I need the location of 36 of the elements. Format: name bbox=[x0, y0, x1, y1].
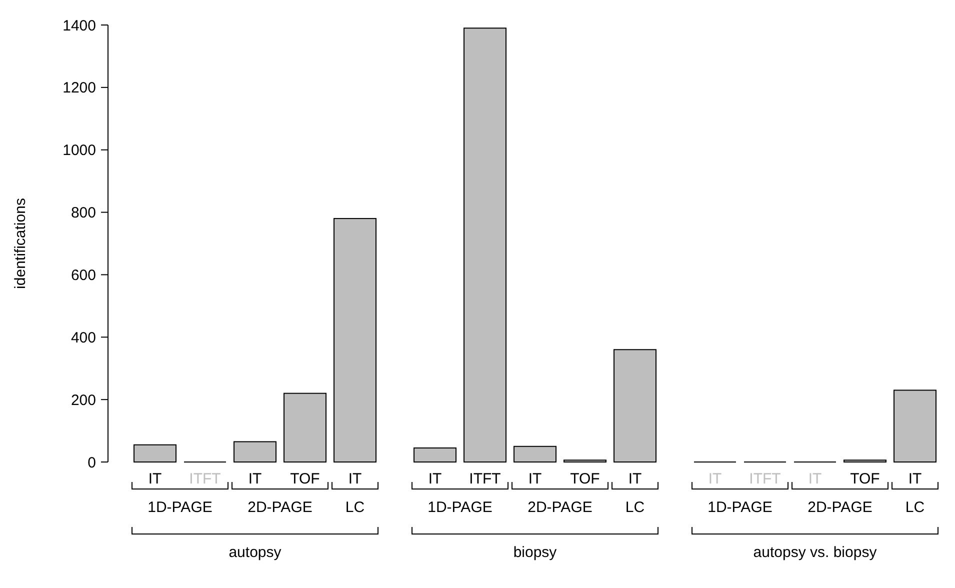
x-tick-label: IT bbox=[348, 470, 362, 488]
y-axis-title: identifications bbox=[12, 198, 29, 289]
y-tick-label: 800 bbox=[70, 204, 96, 222]
y-tick-label: 0 bbox=[88, 454, 96, 472]
text: biopsy bbox=[513, 544, 558, 561]
x-tick-label: ITFT bbox=[189, 470, 221, 488]
x-tick-label: IT bbox=[708, 470, 722, 488]
x-tick-label: IT bbox=[428, 470, 442, 488]
y-tick-label: 1400 bbox=[62, 17, 96, 34]
y-tick-label: 1200 bbox=[62, 80, 96, 97]
text: 1D-PAGE bbox=[708, 499, 772, 516]
x-tick-label: TOF bbox=[290, 470, 320, 488]
x-tick-label: IT bbox=[808, 470, 822, 488]
y-tick-label: 400 bbox=[70, 329, 96, 346]
x-tick-label: IT bbox=[248, 470, 262, 488]
x-tick-label: IT bbox=[148, 470, 162, 488]
x-tick-label: TOF bbox=[570, 470, 600, 488]
y-tick-label: 200 bbox=[70, 392, 96, 409]
y-tick-label: 1000 bbox=[62, 142, 96, 160]
x-tick-label: ITFT bbox=[749, 470, 781, 488]
y-tick-label: 600 bbox=[70, 266, 96, 284]
text: 1D-PAGE bbox=[148, 499, 212, 516]
text: LC bbox=[625, 499, 645, 516]
text: LC bbox=[345, 499, 365, 516]
text: LC bbox=[905, 499, 925, 516]
text: 2D-PAGE bbox=[528, 499, 592, 516]
text: autopsy vs. biopsy bbox=[753, 544, 878, 561]
text: autopsy bbox=[228, 544, 282, 561]
x-tick-label: IT bbox=[528, 470, 542, 488]
text: 2D-PAGE bbox=[808, 499, 872, 516]
x-tick-label: TOF bbox=[850, 470, 880, 488]
x-tick-label: IT bbox=[908, 470, 922, 488]
text: 2D-PAGE bbox=[248, 499, 312, 516]
x-tick-label: IT bbox=[628, 470, 642, 488]
text: 1D-PAGE bbox=[428, 499, 492, 516]
x-tick-label: ITFT bbox=[469, 470, 501, 488]
